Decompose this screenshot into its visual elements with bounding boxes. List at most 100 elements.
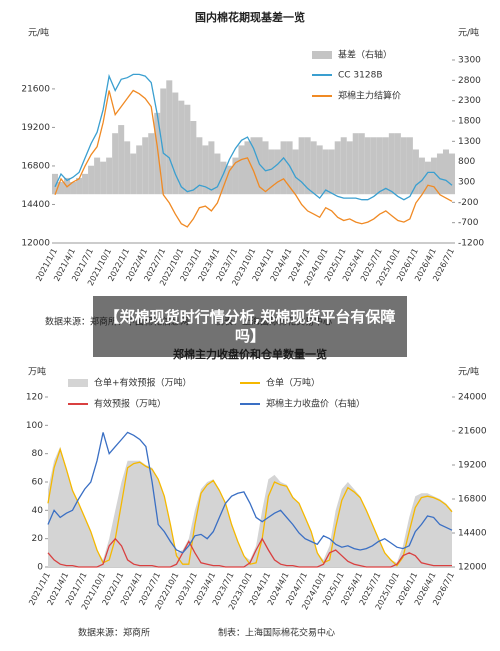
- basis-bar: [220, 161, 227, 195]
- y-axis-unit: 万吨: [28, 366, 46, 378]
- legend-label: CC 3128B: [338, 71, 383, 81]
- y2-tick-label: 14400: [458, 529, 487, 539]
- y-tick-label: 60: [32, 478, 44, 488]
- line: [54, 89, 453, 228]
- source-note: 数据来源：郑商所: [78, 627, 150, 639]
- basis-bar: [100, 161, 107, 195]
- legend-label: 郑棉主力结算价: [338, 90, 401, 102]
- basis-bar: [400, 137, 407, 195]
- y2-tick-label: -200: [458, 198, 479, 208]
- legend-swatch: [312, 51, 332, 59]
- basis-bar: [364, 137, 371, 195]
- basis-bar: [376, 137, 383, 195]
- basis-bar: [196, 137, 203, 195]
- headline-banner: 【郑棉现货时行情分析,郑棉现货平台有保障吗】: [93, 296, 407, 357]
- basis-bar: [160, 88, 167, 195]
- basis-bar: [112, 133, 119, 195]
- basis-bar: [106, 157, 113, 195]
- y-tick-label: 21600: [21, 84, 50, 94]
- y-tick-label: 20: [32, 534, 44, 544]
- basis-bar: [316, 145, 323, 195]
- basis-bar: [94, 157, 101, 195]
- basis-bar: [184, 104, 191, 195]
- y2-tick-label: 1800: [458, 117, 481, 127]
- y-axis-unit: 元/吨: [28, 27, 49, 39]
- basis-bar: [280, 141, 287, 195]
- y2-tick-label: 24000: [458, 393, 487, 403]
- y2-tick-label: -700: [458, 218, 479, 228]
- basis-bar: [298, 137, 305, 195]
- y2-tick-label: 2800: [458, 76, 481, 86]
- legend-label: 仓单（万吨）: [266, 377, 320, 389]
- y-tick-label: 80: [32, 449, 44, 459]
- basis-bar: [70, 182, 77, 195]
- basis-bar: [244, 141, 251, 195]
- y-tick-label: 16800: [21, 161, 50, 171]
- y2-tick-label: 800: [458, 157, 475, 167]
- basis-bar: [430, 157, 437, 195]
- basis-bar: [448, 153, 456, 195]
- basis-bar: [268, 149, 275, 195]
- basis-bar: [124, 141, 131, 195]
- y2-tick-label: -1200: [458, 239, 484, 249]
- basis-bar: [214, 153, 221, 195]
- basis-bar: [226, 165, 233, 195]
- basis-bar: [262, 141, 269, 195]
- basis-bar: [424, 161, 431, 195]
- basis-bar: [208, 141, 215, 195]
- legend-label: 有效预报（万吨）: [94, 398, 166, 410]
- basis-bar: [310, 141, 317, 195]
- y2-tick-label: 19200: [458, 461, 487, 471]
- legend-label: 郑棉主力收盘价（右轴）: [266, 398, 365, 410]
- y2-tick-label: 300: [458, 178, 475, 188]
- line: [54, 73, 453, 201]
- basis-bar: [304, 137, 311, 195]
- basis-bar: [76, 177, 83, 195]
- basis-bar: [178, 100, 185, 195]
- y2-axis-unit: 元/吨: [458, 366, 479, 378]
- basis-bar: [436, 153, 443, 195]
- basis-bar: [250, 137, 257, 195]
- legend-label: 仓单+有效预报（万吨）: [94, 377, 192, 389]
- y-tick-label: 0: [37, 563, 43, 573]
- y2-tick-label: 16800: [458, 495, 487, 505]
- y-tick-label: 120: [26, 393, 43, 403]
- basis-bar: [232, 157, 239, 195]
- chart-title: 国内棉花期现基差一览: [195, 10, 305, 24]
- basis-bar: [286, 141, 293, 195]
- line: [47, 431, 453, 554]
- basis-bar: [130, 153, 137, 195]
- basis-bar: [412, 149, 419, 195]
- basis-bar: [274, 149, 281, 195]
- basis-bar: [88, 165, 95, 195]
- basis-bar: [340, 137, 347, 195]
- basis-bar: [370, 137, 377, 195]
- credit-note: 制表：上海国际棉花交易中心: [218, 627, 335, 639]
- basis-bar: [142, 137, 149, 195]
- y-tick-label: 14400: [21, 200, 50, 210]
- basis-bar: [406, 137, 413, 195]
- basis-bar: [334, 141, 341, 195]
- basis-bar: [202, 145, 209, 195]
- line: [47, 537, 452, 568]
- basis-bar: [51, 173, 59, 195]
- basis-bar: [328, 149, 335, 195]
- basis-bar: [172, 92, 179, 195]
- basis-bar: [388, 133, 395, 195]
- basis-bar: [394, 133, 401, 195]
- y2-tick-label: 12000: [458, 563, 487, 573]
- y2-tick-label: 1300: [458, 137, 481, 147]
- basis-bar: [82, 173, 89, 195]
- basis-bar: [322, 149, 329, 195]
- legend-swatch: [68, 379, 88, 387]
- y-tick-label: 40: [32, 506, 44, 516]
- basis-bar: [166, 80, 173, 195]
- area: [48, 446, 452, 567]
- basis-bar: [382, 137, 389, 195]
- basis-bar: [148, 133, 155, 195]
- basis-bar: [442, 149, 449, 195]
- basis-bar: [346, 141, 353, 195]
- basis-bar: [154, 112, 161, 195]
- y2-axis-unit: 元/吨: [458, 27, 479, 39]
